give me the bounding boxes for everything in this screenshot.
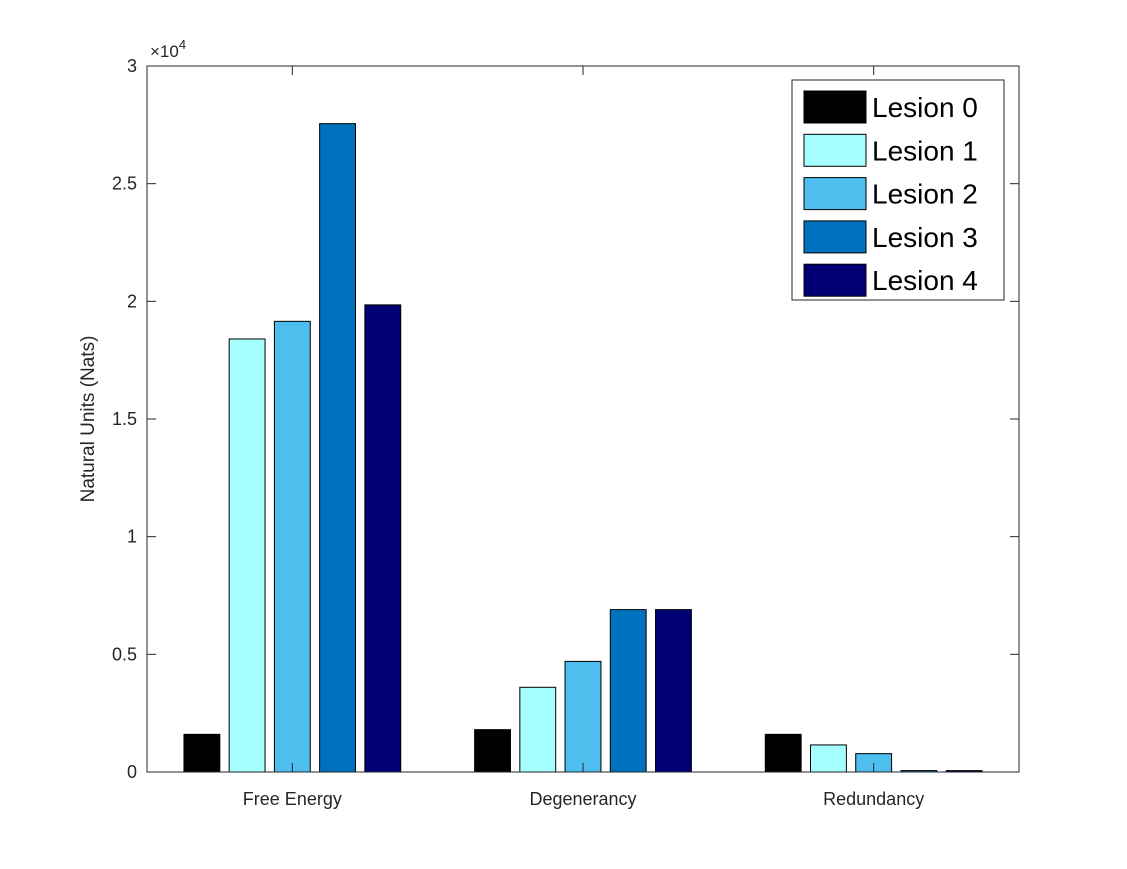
- y-axis-exponent-power: 4: [179, 37, 186, 52]
- y-tick-label: 2: [127, 291, 137, 311]
- bar-lesion-2-degenerancy: [564, 660, 602, 773]
- legend-label: Lesion 0: [872, 92, 978, 123]
- bar-lesion-2-free-energy: [273, 320, 311, 773]
- bar-lesion-1-free-energy: [228, 338, 266, 773]
- axis-ticks: [147, 65, 1019, 773]
- legend-swatch: [803, 90, 867, 124]
- bar-lesion-0-free-energy: [183, 733, 221, 773]
- y-axis-exponent: ×104: [150, 37, 186, 61]
- y-axis-exponent-base: ×10: [150, 42, 179, 61]
- legend-label: Lesion 4: [872, 265, 978, 296]
- legend-swatch: [803, 133, 867, 167]
- y-tick-labels: 0 0.5 1 1.5 2 2.5 3: [112, 56, 137, 782]
- legend-swatch: [803, 177, 867, 211]
- bar-lesion-0-degenerancy: [474, 729, 511, 773]
- y-tick-label: 0.5: [112, 644, 137, 664]
- bar-lesion-3-free-energy: [319, 123, 357, 773]
- bar-lesion-4-free-energy: [364, 304, 402, 773]
- legend-label: Lesion 1: [872, 135, 978, 166]
- legend-swatch: [803, 220, 867, 254]
- legend-swatch: [803, 263, 867, 297]
- x-tick-labels: Free Energy Degenerancy Redundancy: [243, 789, 924, 809]
- x-tick-label: Degenerancy: [529, 789, 636, 809]
- x-tick-label: Redundancy: [823, 789, 924, 809]
- bar-lesion-1-degenerancy: [519, 686, 557, 773]
- y-tick-label: 0: [127, 762, 137, 782]
- bars-layer: [183, 123, 983, 773]
- y-tick-label: 3: [127, 56, 137, 76]
- x-tick-label: Free Energy: [243, 789, 342, 809]
- legend-label: Lesion 2: [872, 179, 978, 210]
- bar-lesion-1-redundancy: [810, 744, 847, 773]
- bar-lesion-0-redundancy: [764, 733, 802, 773]
- y-tick-label: 2.5: [112, 174, 137, 194]
- legend: Lesion 0 Lesion 1 Lesion 2 Lesion 3 Lesion 4: [791, 79, 1005, 301]
- y-tick-label: 1: [127, 527, 137, 547]
- legend-label: Lesion 3: [872, 222, 978, 253]
- bar-lesion-3-degenerancy: [609, 609, 647, 773]
- bar-lesion-4-degenerancy: [655, 609, 692, 773]
- y-tick-label: 1.5: [112, 409, 137, 429]
- y-axis-label: Natural Units (Nats): [78, 336, 99, 503]
